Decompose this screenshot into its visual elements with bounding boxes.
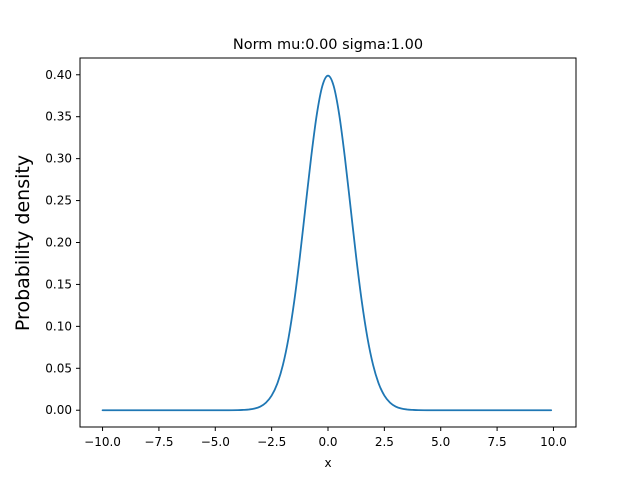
y-tick-label: 0.15	[45, 277, 72, 291]
y-tick-label: 0.30	[45, 152, 72, 166]
x-axis-label: x	[324, 456, 331, 470]
x-tick-label: −2.5	[257, 435, 286, 449]
y-axis: 0.00 0.05 0.10 0.15 0.20 0.25 0.30 0.35 0.40	[45, 68, 80, 417]
x-tick-label: −10.0	[84, 435, 121, 449]
x-tick-label: 7.5	[488, 435, 507, 449]
y-tick-label: 0.10	[45, 319, 72, 333]
y-tick-label: 0.25	[45, 194, 72, 208]
y-tick-label: 0.40	[45, 68, 72, 82]
x-tick-label: 5.0	[431, 435, 450, 449]
series-line-0	[101, 74, 553, 412]
x-tick-label: 10.0	[540, 435, 567, 449]
x-tick-label: 0.0	[318, 435, 337, 449]
plot-frame	[79, 57, 577, 428]
y-tick-label: 0.05	[45, 361, 72, 375]
x-tick-label: −5.0	[201, 435, 230, 449]
y-tick-label: 0.00	[45, 403, 72, 417]
x-tick-label: −7.5	[144, 435, 173, 449]
y-tick-label: 0.20	[45, 236, 72, 250]
y-axis-label: Probability density	[12, 155, 34, 331]
chart-title: Norm mu:0.00 sigma:1.00	[233, 37, 423, 53]
x-axis: −10.0 −7.5 −5.0 −2.5 0.0 2.5 5.0 7.5 10.0	[84, 427, 567, 449]
y-tick-label: 0.35	[45, 110, 72, 124]
plot-series	[101, 74, 553, 412]
x-tick-label: 2.5	[375, 435, 394, 449]
